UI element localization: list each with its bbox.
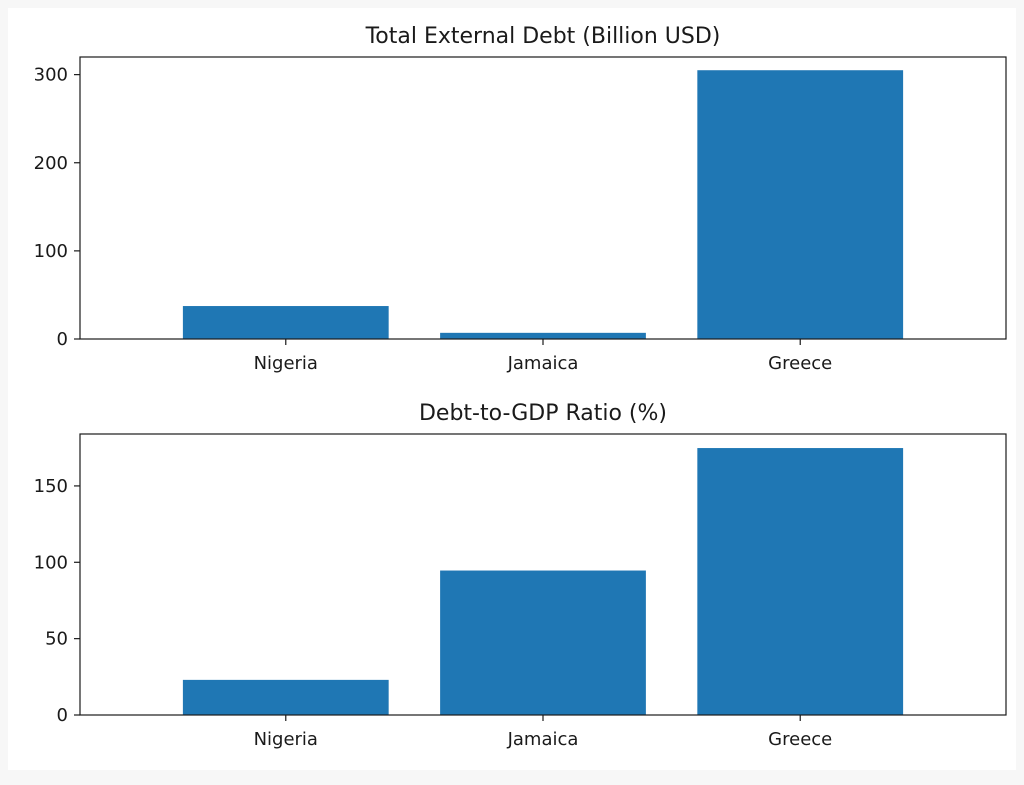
axes-frame — [79, 56, 1007, 340]
bar-nigeria — [182, 306, 389, 339]
y-tick-label: 100 — [34, 552, 68, 573]
x-tick-label: Nigeria — [254, 353, 318, 374]
axes-frame — [79, 433, 1007, 716]
y-tick-label: 150 — [34, 476, 68, 497]
y-tick-label: 0 — [57, 705, 68, 726]
x-tick-label: Greece — [768, 729, 832, 750]
x-tick-label: Nigeria — [254, 729, 318, 750]
y-tick-label: 0 — [57, 329, 68, 350]
x-tick-label: Greece — [768, 353, 832, 374]
chart-title: Debt-to-GDP Ratio (%) — [419, 401, 667, 426]
subplot-2: Debt-to-GDP Ratio (%) Nigeria Jamaica Greec… — [34, 401, 1007, 750]
subplot-1: Total External Debt (Billion USD) Nigeria… — [34, 24, 1007, 374]
chart-title: Total External Debt (Billion USD) — [365, 24, 721, 49]
bar-greece — [697, 70, 904, 339]
y-tick-label: 300 — [34, 65, 68, 86]
x-tick-label: Jamaica — [507, 729, 579, 750]
bar-jamaica — [440, 570, 646, 715]
y-tick-label: 50 — [45, 629, 68, 650]
bar-nigeria — [182, 679, 389, 715]
y-tick-label: 100 — [34, 241, 68, 262]
x-tick-label: Jamaica — [507, 353, 579, 374]
bar-greece — [697, 448, 904, 715]
y-tick-label: 200 — [34, 153, 68, 174]
bar-jamaica — [440, 332, 646, 339]
